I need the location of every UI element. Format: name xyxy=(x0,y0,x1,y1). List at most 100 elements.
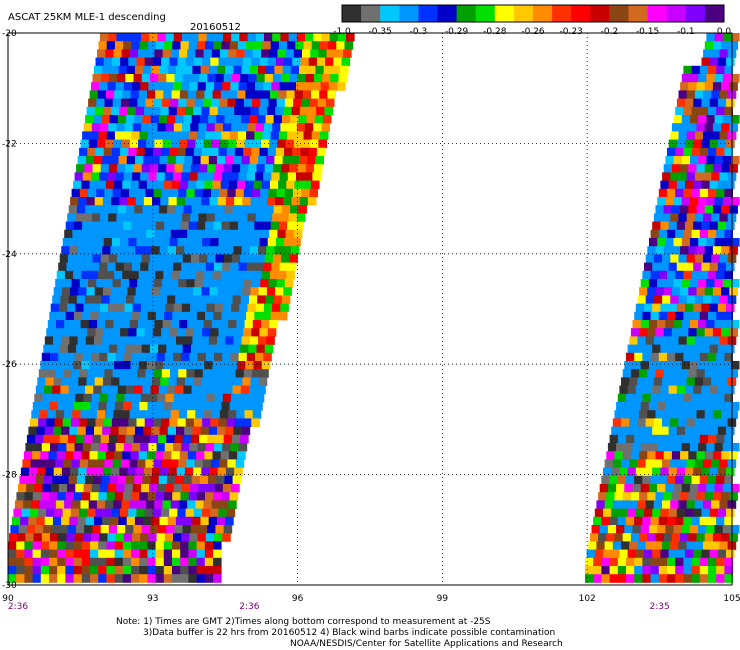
data-cell xyxy=(222,82,231,91)
data-cell xyxy=(120,188,130,198)
data-cell xyxy=(220,361,230,370)
data-cell xyxy=(65,574,74,583)
data-cell xyxy=(136,328,146,337)
data-cell xyxy=(639,451,648,460)
data-cell xyxy=(731,238,740,247)
data-cell xyxy=(680,123,689,132)
data-cell xyxy=(241,336,251,345)
data-cell xyxy=(166,74,175,83)
data-cell xyxy=(129,320,139,329)
data-cell xyxy=(650,393,660,403)
colorbar-swatch xyxy=(342,5,362,22)
data-cell xyxy=(132,82,141,91)
data-cell xyxy=(614,410,624,419)
data-cell xyxy=(228,139,237,149)
data-cell xyxy=(181,172,190,181)
data-cell xyxy=(213,557,222,567)
data-cell xyxy=(147,311,157,321)
data-cell xyxy=(8,574,17,583)
data-cell xyxy=(240,74,249,83)
data-cell xyxy=(52,516,62,526)
data-cell xyxy=(634,574,643,583)
data-cell xyxy=(694,172,704,181)
data-cell xyxy=(173,123,183,132)
data-cell xyxy=(652,508,661,518)
data-cell xyxy=(208,115,217,124)
data-cell xyxy=(658,566,668,575)
data-cell xyxy=(87,238,96,247)
data-cell xyxy=(696,369,706,378)
data-cell xyxy=(59,434,69,444)
data-cell xyxy=(95,508,104,518)
data-cell xyxy=(73,566,83,575)
data-cell xyxy=(708,393,717,403)
data-cell xyxy=(726,262,735,272)
data-cell xyxy=(716,311,725,321)
data-cell xyxy=(143,336,152,345)
data-cell xyxy=(210,328,219,337)
data-cell xyxy=(146,49,155,58)
data-cell xyxy=(130,270,140,280)
data-cell xyxy=(280,303,289,313)
data-cell xyxy=(121,320,131,329)
colorbar-swatch xyxy=(361,5,381,22)
data-cell xyxy=(716,393,725,403)
data-cell xyxy=(221,131,231,140)
data-cell xyxy=(722,33,732,42)
data-cell xyxy=(125,344,134,354)
data-cell xyxy=(212,270,222,280)
data-cell xyxy=(101,205,111,214)
data-cell xyxy=(164,443,174,452)
data-cell xyxy=(248,344,257,354)
data-cell xyxy=(70,418,80,427)
data-cell xyxy=(719,459,728,468)
data-cell xyxy=(716,188,725,198)
data-cell xyxy=(105,361,115,370)
data-cell xyxy=(711,254,720,263)
data-cell xyxy=(209,377,219,386)
data-cell xyxy=(171,361,181,370)
data-cell xyxy=(183,205,193,214)
data-cell xyxy=(675,270,684,280)
data-cell xyxy=(676,426,686,436)
data-cell xyxy=(284,98,294,108)
data-cell xyxy=(21,508,31,518)
data-cell xyxy=(163,557,173,567)
data-cell xyxy=(240,254,249,263)
data-cell xyxy=(630,369,640,378)
data-cell xyxy=(663,205,673,214)
data-cell xyxy=(166,525,175,534)
data-cell xyxy=(640,525,650,534)
data-cell xyxy=(711,90,720,99)
data-cell xyxy=(188,131,198,140)
data-cell xyxy=(594,549,604,559)
data-cell xyxy=(132,172,141,181)
data-cell xyxy=(670,377,679,386)
data-cell xyxy=(49,402,58,411)
data-cell xyxy=(200,65,210,75)
data-cell xyxy=(186,98,196,108)
data-cell xyxy=(37,467,46,477)
data-cell xyxy=(281,115,291,124)
data-cell xyxy=(41,533,51,542)
data-cell xyxy=(276,98,286,108)
data-cell xyxy=(706,361,715,370)
data-cell xyxy=(217,336,226,345)
data-cell xyxy=(299,106,309,116)
data-cell xyxy=(158,475,168,485)
data-cell xyxy=(187,229,196,239)
data-cell xyxy=(706,320,715,329)
data-cell xyxy=(53,336,62,345)
data-cell xyxy=(143,467,153,477)
data-cell xyxy=(691,147,701,157)
data-cell xyxy=(129,188,138,198)
data-cell xyxy=(621,541,630,550)
data-cell xyxy=(301,188,310,198)
data-cell xyxy=(114,549,124,559)
data-cell xyxy=(270,131,280,140)
data-cell xyxy=(156,82,166,91)
data-cell xyxy=(614,533,624,542)
data-cell xyxy=(713,41,722,50)
data-cell xyxy=(668,180,678,190)
